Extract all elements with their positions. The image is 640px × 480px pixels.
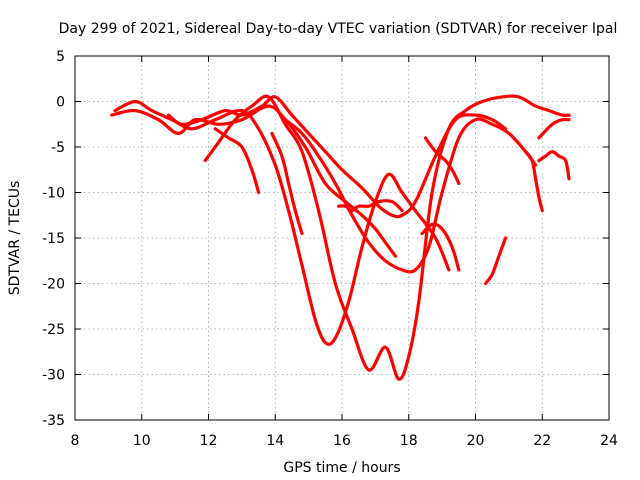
y-tick-label: -20 (42, 277, 65, 293)
chart-title: Day 299 of 2021, Sidereal Day-to-day VTE… (59, 21, 618, 37)
series-arc-9 (420, 222, 461, 272)
series-arc-7 (270, 131, 304, 236)
series-arc-3 (166, 95, 508, 219)
x-tick-label: 22 (533, 433, 551, 449)
series-arc-12 (537, 117, 571, 140)
y-tick-label: -35 (42, 413, 65, 429)
series-arc-8 (337, 199, 404, 213)
y-tick-label: 0 (56, 95, 65, 111)
y-tick-label: -25 (42, 322, 65, 338)
y-tick-label: -30 (42, 368, 65, 384)
y-tick-label: -15 (42, 231, 65, 247)
axis-ticks: 8 10 12 14 16 18 20 22 24 5 0 -5 -10 -15 -20 -25 -30 -35 (42, 49, 618, 449)
x-axis-label: GPS time / hours (283, 460, 400, 476)
y-tick-label: -5 (51, 140, 65, 156)
series-arc-5 (283, 117, 538, 274)
series-arc-11 (483, 236, 508, 286)
grid (75, 56, 609, 420)
x-tick-label: 18 (400, 433, 418, 449)
series-arc-2 (113, 99, 451, 346)
y-axis-label: SDTVAR / TECUs (7, 181, 23, 296)
series-arc-4 (203, 94, 571, 381)
series-arc-6 (213, 127, 261, 195)
y-tick-label: -10 (42, 186, 65, 202)
x-tick-label: 10 (133, 433, 151, 449)
x-tick-label: 14 (266, 433, 284, 449)
x-tick-label: 12 (200, 433, 218, 449)
x-tick-label: 24 (600, 433, 618, 449)
data-series (110, 94, 571, 381)
x-tick-label: 20 (467, 433, 485, 449)
series-arc-14 (524, 150, 544, 213)
y-tick-label: 5 (56, 49, 65, 65)
x-tick-label: 16 (333, 433, 351, 449)
series-arc-10 (423, 136, 461, 185)
series-arc-13 (537, 150, 571, 181)
x-tick-label: 8 (71, 433, 80, 449)
